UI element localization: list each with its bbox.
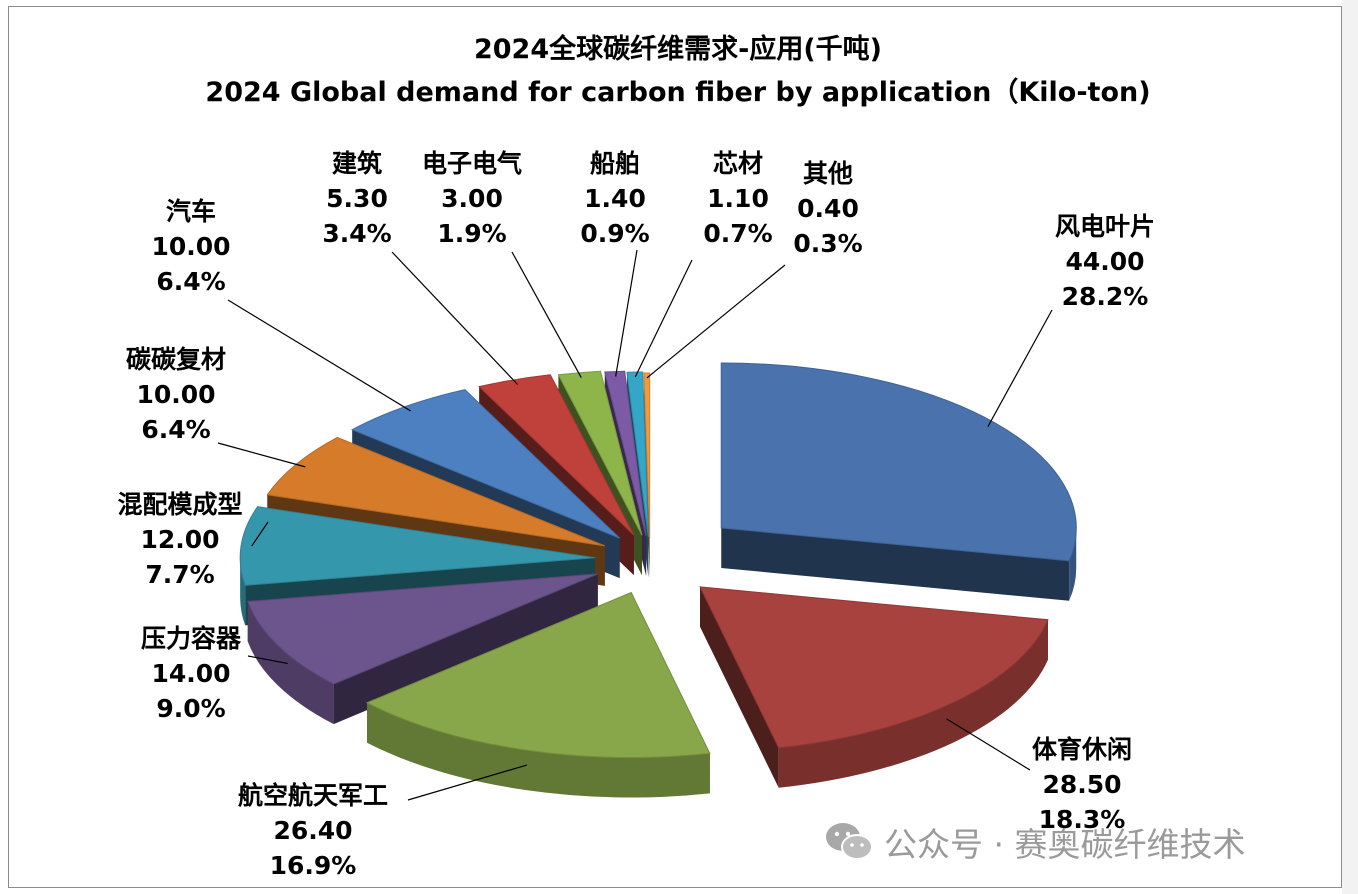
pie-slices: [239, 362, 1077, 798]
slice-label-value: 1.40: [584, 184, 646, 213]
slice-label-value: 28.50: [1042, 770, 1121, 799]
watermark-text: 公众号 · 赛奥碳纤维技术: [884, 825, 1246, 864]
leader-line: [646, 264, 786, 379]
slice-label-percent: 7.7%: [145, 560, 214, 589]
slice-top: [604, 370, 647, 537]
pie-slice: [720, 362, 1077, 601]
slice-edge: [247, 601, 334, 725]
leader-line: [251, 521, 269, 547]
slice-label-value: 1.10: [707, 184, 769, 213]
slice-label-name: 电子电气: [422, 149, 522, 178]
slice-top: [365, 591, 711, 758]
slice-label-value: 3.00: [441, 184, 503, 213]
leader-lines: [217, 249, 1053, 801]
slice-label-percent: 3.4%: [322, 219, 391, 248]
slice-label-name: 其他: [803, 159, 853, 188]
slice-label-percent: 18.3%: [1039, 805, 1126, 834]
slice-label-percent: 16.9%: [270, 851, 357, 880]
slice-top: [720, 362, 1077, 562]
slice-label-name: 航空航天军工: [238, 781, 388, 810]
slice-label-value: 0.40: [797, 194, 859, 223]
leader-line: [391, 251, 519, 385]
leader-line: [946, 718, 1031, 771]
slice-label-percent: 0.9%: [580, 219, 649, 248]
leader-line: [217, 442, 306, 468]
slice-label-name: 压力容器: [141, 624, 242, 653]
slice-label-percent: 28.2%: [1062, 282, 1149, 311]
leader-line: [634, 259, 693, 378]
slice-label-name: 体育休闲: [1032, 735, 1132, 764]
slice-top: [557, 370, 643, 536]
slice-label-percent: 6.4%: [156, 267, 225, 296]
slice-label-value: 26.40: [273, 816, 352, 845]
wechat-icon: [826, 823, 873, 860]
slice-label-name: 建筑: [332, 149, 382, 178]
slice-label-name: 芯材: [713, 149, 763, 178]
slice-label-percent: 1.9%: [437, 219, 506, 248]
pie-slice: [699, 586, 1049, 788]
pie-slice: [247, 573, 598, 725]
pie-slice: [365, 591, 711, 798]
slice-edge: [778, 619, 1048, 788]
scroll-strip: [1342, 0, 1358, 894]
leader-line: [407, 764, 528, 801]
slice-label-percent: 0.3%: [793, 229, 862, 258]
slice-label-value: 10.00: [151, 232, 230, 261]
slice-label-name: 风电叶片: [1055, 212, 1155, 241]
leader-line: [511, 251, 582, 378]
leader-line: [227, 299, 412, 412]
slice-label-percent: 0.7%: [703, 219, 772, 248]
slice-label-value: 10.00: [136, 380, 215, 409]
slice-top: [239, 506, 596, 586]
slice-label-value: 14.00: [151, 659, 230, 688]
leader-line: [247, 655, 288, 665]
slice-label-value: 12.00: [140, 525, 219, 554]
slice-wall: [700, 586, 779, 788]
watermark: 公众号 · 赛奥碳纤维技术: [824, 818, 1245, 866]
slice-label-name: 船舶: [590, 149, 640, 178]
slice-wall: [721, 527, 1070, 601]
slice-label-value: 44.00: [1065, 247, 1144, 276]
slice-top: [643, 372, 651, 539]
slice-top: [247, 573, 598, 685]
chart-subtitle: 2024 Global demand for carbon fiber by a…: [205, 77, 1150, 108]
slice-label-percent: 6.4%: [141, 415, 210, 444]
slice-labels: 风电叶片 44.00 28.2% 体育休闲 28.50 18.3% 航空航天军工 26.40 1…: [117, 149, 1155, 880]
chart-title: 2024全球碳纤维需求-应用(千吨): [474, 33, 882, 65]
slice-label-value: 5.30: [326, 184, 388, 213]
slice-edge: [367, 702, 710, 798]
slice-top: [626, 371, 649, 537]
slice-label-name: 碳碳复材: [126, 345, 226, 374]
slice-label-percent: 9.0%: [156, 694, 225, 723]
leader-line: [987, 309, 1053, 427]
slice-label-name: 混配模成型: [117, 490, 242, 519]
slice-top: [699, 586, 1049, 749]
slice-edge: [240, 557, 246, 626]
slice-label-name: 汽车: [166, 197, 216, 226]
leader-line: [615, 249, 638, 377]
